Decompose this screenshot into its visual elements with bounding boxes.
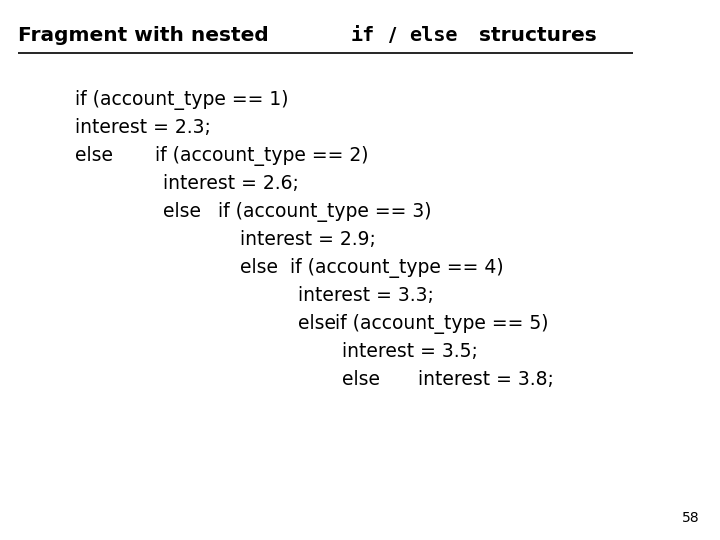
- Text: if (account_type == 4): if (account_type == 4): [290, 258, 503, 278]
- Text: interest = 3.3;: interest = 3.3;: [298, 286, 434, 305]
- Text: 58: 58: [683, 511, 700, 525]
- Text: interest = 2.9;: interest = 2.9;: [240, 230, 376, 249]
- Text: interest = 2.3;: interest = 2.3;: [75, 118, 211, 137]
- Text: /: /: [382, 26, 403, 45]
- Text: interest = 3.5;: interest = 3.5;: [342, 342, 478, 361]
- Text: if: if: [351, 26, 375, 45]
- Text: structures: structures: [472, 26, 597, 45]
- Text: else: else: [342, 370, 380, 389]
- Text: interest = 2.6;: interest = 2.6;: [163, 174, 299, 193]
- Text: interest = 3.8;: interest = 3.8;: [418, 370, 554, 389]
- Text: else: else: [298, 314, 336, 333]
- Text: Fragment with nested: Fragment with nested: [18, 26, 276, 45]
- Text: if (account_type == 1): if (account_type == 1): [75, 90, 289, 110]
- Text: else: else: [240, 258, 278, 277]
- Text: if (account_type == 3): if (account_type == 3): [218, 202, 431, 222]
- Text: if (account_type == 2): if (account_type == 2): [155, 146, 369, 166]
- Text: else: else: [75, 146, 113, 165]
- Text: if (account_type == 5): if (account_type == 5): [335, 314, 549, 334]
- Text: else: else: [410, 26, 458, 45]
- Text: else: else: [163, 202, 201, 221]
